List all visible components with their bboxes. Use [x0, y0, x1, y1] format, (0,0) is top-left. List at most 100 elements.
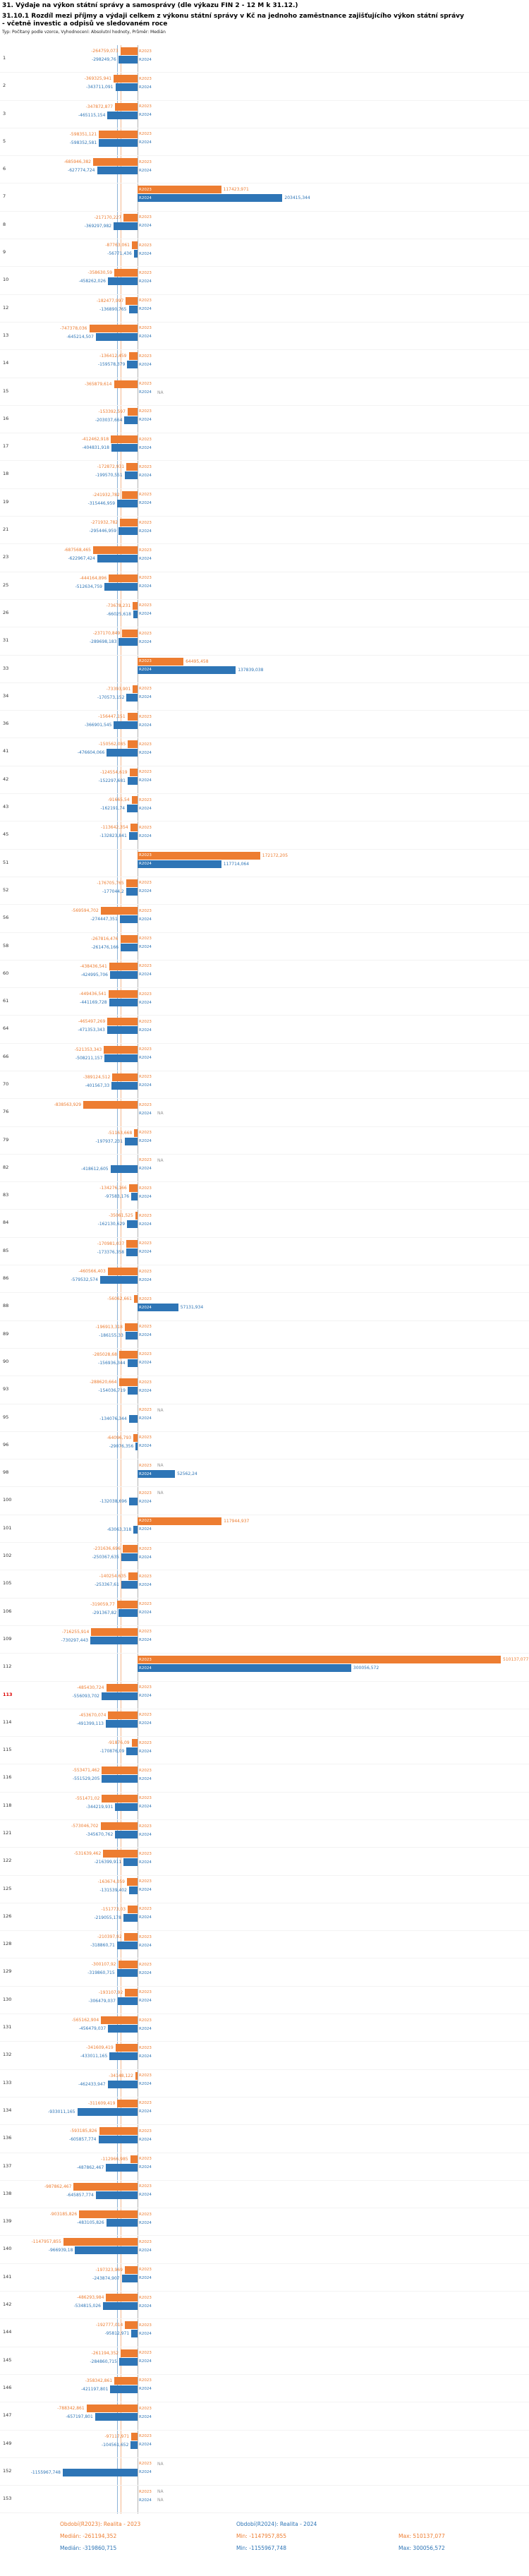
- bar-r2024[interactable]: [130, 2440, 138, 2449]
- bar-r2024[interactable]: [133, 610, 138, 618]
- bar-r2024[interactable]: [95, 332, 138, 341]
- bar-r2024[interactable]: [126, 1747, 138, 1756]
- bar-r2023[interactable]: [124, 2265, 138, 2274]
- bar-r2024[interactable]: [114, 222, 138, 230]
- bar-r2023[interactable]: [106, 1683, 138, 1692]
- bar-r2024[interactable]: [99, 138, 138, 147]
- bar-r2024[interactable]: [110, 2385, 138, 2393]
- bar-r2024[interactable]: [128, 305, 138, 313]
- bar-r2024[interactable]: [127, 1359, 138, 1367]
- bar-r2023[interactable]: [133, 1433, 138, 1442]
- bar-r2023[interactable]: [112, 1073, 138, 1081]
- bar-r2023[interactable]: [101, 2016, 138, 2025]
- bar-r2023[interactable]: [126, 879, 138, 887]
- bar-r2023[interactable]: [130, 2155, 138, 2163]
- bar-r2024[interactable]: [111, 1081, 138, 1090]
- bar-r2024[interactable]: [123, 1858, 138, 1867]
- bar-r2024[interactable]: [90, 1636, 138, 1644]
- bar-r2024[interactable]: [111, 444, 138, 452]
- bar-r2024[interactable]: [126, 1248, 138, 1256]
- bar-r2024[interactable]: [128, 1498, 138, 1506]
- bar-r2024[interactable]: [126, 887, 138, 896]
- bar-r2024[interactable]: [118, 56, 138, 64]
- bar-r2023[interactable]: [103, 1850, 138, 1858]
- bar-r2024[interactable]: [118, 527, 138, 536]
- bar-r2023[interactable]: [138, 851, 260, 860]
- bar-r2024[interactable]: [128, 776, 138, 785]
- bar-r2023[interactable]: [102, 1794, 138, 1802]
- bar-r2024[interactable]: [138, 1470, 176, 1479]
- bar-r2023[interactable]: [133, 685, 138, 693]
- bar-r2024[interactable]: [102, 1692, 138, 1700]
- bar-r2023[interactable]: [89, 324, 138, 332]
- bar-r2023[interactable]: [116, 1600, 138, 1608]
- bar-r2024[interactable]: [108, 2025, 138, 2033]
- bar-r2023[interactable]: [125, 2321, 138, 2330]
- bar-r2023[interactable]: [79, 2210, 138, 2219]
- bar-r2023[interactable]: [127, 713, 138, 721]
- bar-r2023[interactable]: [121, 2349, 138, 2357]
- bar-r2024[interactable]: [77, 2107, 138, 2116]
- bar-r2023[interactable]: [83, 1101, 138, 1109]
- bar-r2024[interactable]: [121, 1581, 138, 1589]
- bar-r2023[interactable]: [73, 2182, 138, 2191]
- bar-r2024[interactable]: [138, 1304, 178, 1312]
- bar-r2024[interactable]: [114, 721, 138, 730]
- bar-r2023[interactable]: [120, 519, 138, 527]
- bar-r2023[interactable]: [128, 740, 138, 749]
- bar-r2023[interactable]: [128, 1572, 138, 1581]
- bar-r2024[interactable]: [115, 83, 138, 92]
- bar-r2023[interactable]: [108, 990, 138, 999]
- bar-r2023[interactable]: [133, 1295, 138, 1304]
- bar-r2024[interactable]: [121, 1553, 138, 1562]
- bar-r2023[interactable]: [114, 269, 138, 277]
- bar-r2024[interactable]: [106, 2219, 138, 2227]
- bar-r2023[interactable]: [129, 768, 138, 776]
- bar-r2023[interactable]: [117, 2099, 138, 2107]
- bar-r2023[interactable]: [114, 380, 138, 388]
- bar-r2024[interactable]: [97, 167, 138, 175]
- bar-r2024[interactable]: [135, 1442, 138, 1450]
- bar-r2024[interactable]: [117, 1997, 138, 2005]
- bar-r2024[interactable]: [133, 1525, 138, 1534]
- bar-r2023[interactable]: [131, 796, 138, 805]
- bar-r2023[interactable]: [121, 490, 138, 499]
- bar-r2024[interactable]: [118, 2357, 138, 2366]
- bar-r2024[interactable]: [104, 1054, 138, 1062]
- bar-r2023[interactable]: [131, 2432, 138, 2440]
- bar-r2024[interactable]: [128, 1414, 138, 1423]
- bar-r2024[interactable]: [126, 693, 138, 702]
- bar-r2024[interactable]: [115, 1802, 138, 1811]
- bar-r2023[interactable]: [124, 1323, 138, 1331]
- bar-r2023[interactable]: [111, 435, 138, 444]
- bar-r2024[interactable]: [138, 666, 236, 674]
- bar-r2023[interactable]: [99, 130, 138, 138]
- bar-r2024[interactable]: [127, 1387, 138, 1395]
- bar-r2024[interactable]: [103, 2302, 138, 2311]
- bar-r2024[interactable]: [106, 1719, 138, 1728]
- bar-r2024[interactable]: [75, 2246, 138, 2255]
- bar-r2024[interactable]: [109, 2052, 138, 2061]
- bar-r2023[interactable]: [138, 657, 184, 666]
- bar-r2023[interactable]: [123, 1933, 138, 1942]
- bar-r2024[interactable]: [127, 1220, 138, 1229]
- bar-r2023[interactable]: [122, 1545, 138, 1553]
- bar-r2023[interactable]: [108, 1711, 138, 1719]
- bar-r2023[interactable]: [133, 601, 138, 610]
- bar-r2024[interactable]: [123, 1913, 138, 1922]
- bar-r2023[interactable]: [109, 962, 138, 970]
- bar-r2024[interactable]: [98, 2136, 138, 2144]
- bar-r2023[interactable]: [138, 1656, 501, 1664]
- bar-r2023[interactable]: [120, 47, 138, 55]
- bar-r2023[interactable]: [63, 2238, 138, 2246]
- bar-r2024[interactable]: [97, 555, 138, 563]
- bar-r2024[interactable]: [116, 1969, 138, 1978]
- bar-r2023[interactable]: [114, 2376, 138, 2385]
- bar-r2024[interactable]: [131, 2330, 138, 2338]
- bar-r2023[interactable]: [126, 1239, 138, 1248]
- bar-r2024[interactable]: [124, 416, 138, 424]
- bar-r2023[interactable]: [128, 352, 138, 361]
- bar-r2024[interactable]: [108, 277, 138, 286]
- bar-r2023[interactable]: [100, 907, 138, 915]
- bar-r2023[interactable]: [99, 2127, 138, 2136]
